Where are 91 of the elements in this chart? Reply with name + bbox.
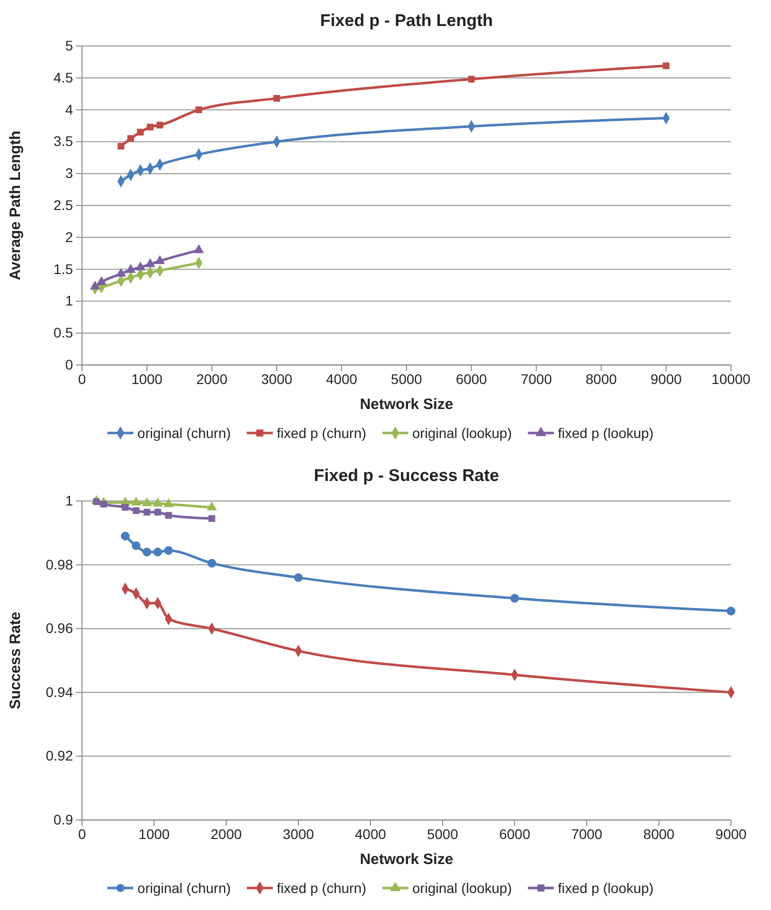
point bbox=[135, 262, 146, 270]
x-tick-label: 0 bbox=[78, 370, 86, 387]
point bbox=[207, 558, 216, 568]
x-tick-label: 3000 bbox=[261, 370, 292, 387]
y-tick-label: 4 bbox=[65, 101, 74, 118]
y-tick-label: 3.5 bbox=[54, 133, 74, 150]
x-tick-label: 1000 bbox=[138, 826, 170, 842]
chart-title: Fixed p - Path Length bbox=[320, 11, 493, 30]
y-tick-label: 0.92 bbox=[46, 748, 74, 764]
legend-label: fixed p (churn) bbox=[276, 880, 366, 896]
y-tick-label: 5 bbox=[65, 37, 74, 54]
x-tick-label: 3000 bbox=[282, 826, 314, 842]
point bbox=[132, 541, 140, 550]
point bbox=[206, 501, 217, 510]
y-tick-label: 0 bbox=[65, 356, 74, 372]
x-tick-label: 4000 bbox=[326, 370, 358, 387]
x-tick-label: 9000 bbox=[650, 370, 682, 387]
y-tick-label: 0.98 bbox=[46, 556, 74, 572]
point bbox=[137, 128, 144, 136]
point bbox=[145, 258, 156, 268]
point bbox=[156, 122, 164, 128]
point bbox=[468, 76, 475, 83]
x-tick-label: 4000 bbox=[354, 826, 386, 842]
x-tick-label: 6000 bbox=[499, 826, 530, 842]
x-tick-label: 10000 bbox=[712, 370, 751, 387]
y-tick-label: 4.5 bbox=[54, 69, 74, 86]
point bbox=[153, 548, 162, 556]
point bbox=[726, 606, 736, 616]
y-tick-label: 0.5 bbox=[54, 324, 74, 341]
legend-label: original (lookup) bbox=[412, 880, 512, 896]
x-tick-label: 7000 bbox=[520, 370, 552, 387]
x-tick-label: 8000 bbox=[643, 826, 675, 842]
x-tick-label: 5000 bbox=[390, 370, 422, 387]
point bbox=[154, 508, 162, 516]
y-tick-label: 0.94 bbox=[46, 684, 74, 700]
y-tick-label: 0.96 bbox=[46, 620, 74, 636]
point bbox=[195, 106, 202, 114]
point bbox=[96, 276, 107, 286]
point bbox=[130, 496, 142, 506]
x-tick-label: 7000 bbox=[571, 826, 603, 842]
x-tick-label: 0 bbox=[78, 826, 86, 842]
point bbox=[127, 135, 134, 142]
y-axis-title: Success Rate bbox=[7, 612, 24, 710]
point bbox=[510, 594, 520, 603]
x-tick-label: 1000 bbox=[131, 370, 163, 387]
point bbox=[90, 280, 100, 290]
legend-label: original (lookup) bbox=[412, 425, 512, 441]
point bbox=[294, 573, 303, 582]
legend-label: original (churn) bbox=[137, 880, 231, 896]
y-tick-label: 1.5 bbox=[54, 260, 74, 277]
point bbox=[165, 512, 172, 519]
point bbox=[126, 264, 136, 273]
point bbox=[662, 62, 670, 70]
legend-label: original (churn) bbox=[137, 425, 231, 441]
x-tick-label: 2000 bbox=[210, 826, 242, 842]
y-tick-label: 3 bbox=[65, 165, 74, 182]
point bbox=[118, 142, 124, 150]
x-axis-title: Network Size bbox=[360, 396, 454, 413]
y-tick-label: 0.9 bbox=[54, 811, 74, 828]
point bbox=[144, 508, 150, 516]
point bbox=[164, 546, 173, 555]
point bbox=[152, 498, 163, 506]
point bbox=[100, 500, 107, 508]
x-axis-title: Network Size bbox=[360, 851, 454, 868]
point bbox=[154, 255, 165, 264]
x-tick-label: 5000 bbox=[426, 826, 458, 842]
x-tick-label: 6000 bbox=[456, 370, 488, 387]
point bbox=[122, 504, 129, 511]
y-tick-label: 2 bbox=[65, 228, 74, 245]
point bbox=[142, 548, 152, 556]
chart-title: Fixed p - Success Rate bbox=[314, 466, 500, 485]
y-tick-label: 1 bbox=[65, 492, 74, 508]
point bbox=[93, 498, 100, 505]
x-tick-label: 8000 bbox=[586, 370, 617, 387]
point bbox=[273, 94, 280, 102]
point bbox=[163, 498, 174, 508]
x-tick-label: 2000 bbox=[196, 370, 228, 387]
point bbox=[116, 268, 126, 277]
legend-label: fixed p (lookup) bbox=[558, 425, 654, 441]
point bbox=[142, 497, 152, 506]
y-tick-label: 1 bbox=[65, 292, 74, 309]
point bbox=[208, 515, 216, 522]
point bbox=[146, 124, 154, 130]
y-axis-title: Average Path Length bbox=[7, 130, 24, 280]
point bbox=[132, 507, 140, 514]
point bbox=[194, 244, 204, 254]
x-tick-label: 9000 bbox=[715, 826, 747, 842]
point bbox=[120, 532, 130, 540]
legend-label: fixed p (lookup) bbox=[558, 880, 654, 896]
y-tick-label: 2.5 bbox=[54, 196, 74, 213]
legend-label: fixed p (churn) bbox=[276, 425, 366, 441]
